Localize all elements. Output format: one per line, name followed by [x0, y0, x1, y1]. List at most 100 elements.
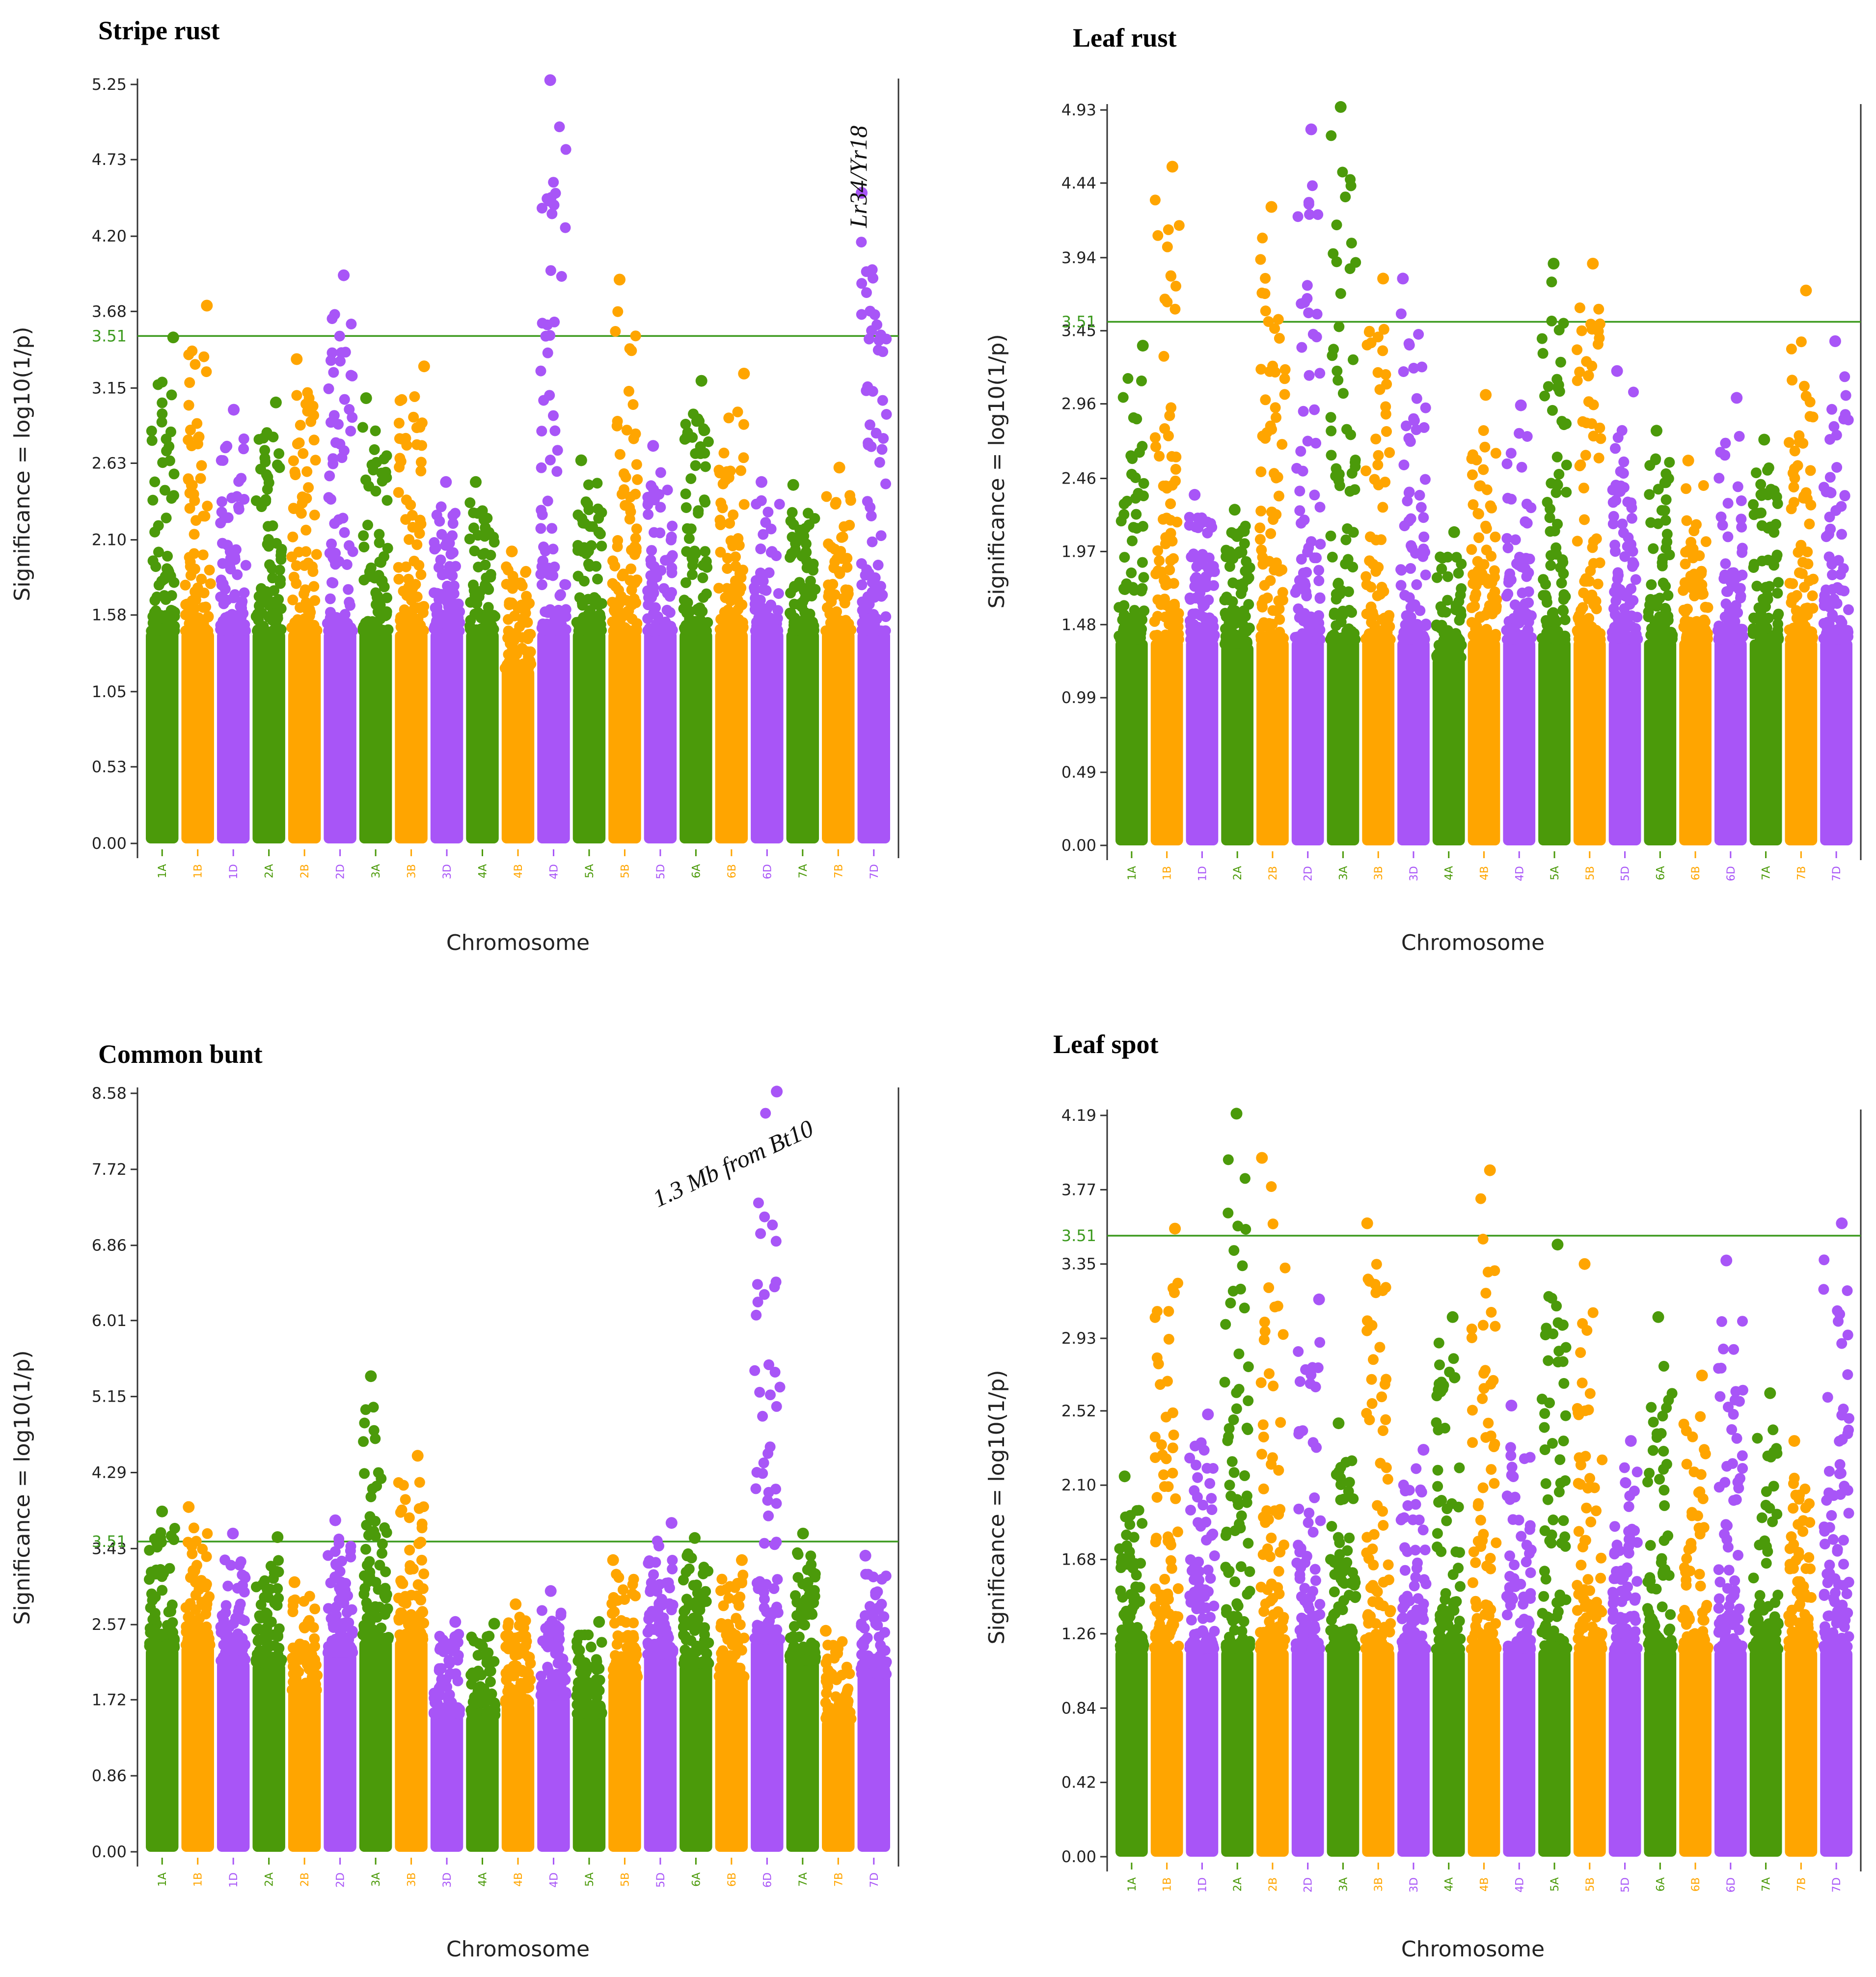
snp-point: [333, 514, 344, 525]
snp-point: [309, 510, 320, 521]
snp-point: [553, 1651, 565, 1662]
snp-point: [308, 434, 320, 446]
snp-point: [1826, 404, 1837, 415]
snp-point: [1577, 416, 1588, 427]
snp-point: [1578, 483, 1589, 494]
snp-point: [624, 343, 635, 354]
snp-point: [358, 574, 370, 586]
snp-density-block: [1186, 639, 1219, 845]
snp-point: [794, 577, 805, 588]
snp-point: [1501, 458, 1513, 469]
snp-peak-point: [201, 299, 213, 312]
snp-point: [1344, 263, 1356, 274]
y-tick-label: 2.46: [1061, 469, 1096, 488]
chromosome-label: 4B: [513, 864, 525, 878]
snp-point: [267, 563, 277, 574]
snp-point: [287, 1606, 299, 1618]
snp-point: [691, 416, 702, 427]
snp-point: [271, 625, 282, 637]
snp-peak-point: [488, 1618, 500, 1630]
snp-peak-point: [1480, 389, 1492, 401]
snp-point: [381, 495, 393, 506]
snp-point: [875, 329, 887, 341]
snp-point: [302, 387, 313, 398]
snp-point: [721, 583, 733, 594]
snp-point: [434, 1663, 445, 1674]
snp-point: [1163, 430, 1174, 441]
snp-point: [613, 596, 624, 607]
snp-point: [1274, 333, 1285, 344]
snp-point: [418, 1501, 429, 1513]
snp-point: [653, 611, 663, 623]
snp-point: [1823, 551, 1835, 563]
snp-point: [1470, 580, 1482, 591]
snp-point: [406, 1590, 417, 1601]
chromosome-label: 4A: [477, 864, 489, 878]
panel-leaf-rust: Leaf rust0.000.490.991.481.972.462.963.4…: [984, 23, 1862, 955]
chromosome-label: 6B: [726, 864, 738, 878]
snp-point: [1578, 587, 1589, 598]
snp-point: [1395, 564, 1407, 575]
snp-points: [1114, 101, 1854, 845]
snp-point: [792, 624, 804, 635]
snp-point: [1490, 531, 1501, 542]
snp-point: [1787, 592, 1798, 603]
snp-point: [1558, 419, 1570, 430]
snp-point: [343, 584, 354, 595]
snp-point: [877, 346, 889, 357]
snp-point: [1804, 411, 1816, 422]
snp-point: [1435, 601, 1446, 612]
snp-point: [330, 559, 341, 570]
snp-point: [1784, 578, 1795, 589]
snp-point: [164, 455, 175, 466]
snp-point: [263, 588, 273, 599]
snp-point: [339, 609, 351, 620]
snp-point: [192, 582, 203, 594]
snp-density-block: [608, 631, 641, 843]
snp-point: [1610, 546, 1621, 557]
snp-point: [1523, 586, 1534, 597]
snp-point: [702, 617, 713, 628]
snp-point: [1795, 336, 1807, 348]
snp-density-block: [537, 1695, 570, 1852]
chromosome-label: 7B: [1795, 866, 1808, 880]
snp-point: [1138, 478, 1149, 489]
y-tick-label: 8.58: [92, 1084, 127, 1103]
snp-point: [447, 518, 459, 529]
snp-point: [655, 467, 666, 478]
snp-point: [381, 606, 392, 617]
chromosome-label: 4A: [1443, 866, 1456, 880]
snp-density-block: [1785, 639, 1818, 845]
snp-peak-point: [1682, 455, 1694, 467]
snp-point: [1618, 456, 1630, 467]
snp-point: [448, 588, 460, 599]
snp-point: [1150, 568, 1162, 579]
snp-point: [685, 473, 697, 484]
snp-point: [1131, 509, 1142, 520]
snp-point: [339, 394, 350, 405]
snp-point: [188, 488, 199, 500]
snp-point: [376, 557, 386, 568]
snp-point: [289, 466, 300, 478]
snp-point: [414, 528, 425, 539]
snp-point: [1489, 571, 1500, 583]
snp-point: [1270, 402, 1281, 413]
snp-point: [1632, 633, 1643, 645]
snp-point: [1539, 390, 1550, 402]
snp-density-block: [430, 631, 463, 843]
chromosome-label: 4D: [548, 864, 560, 879]
snp-peak-point: [1548, 258, 1560, 270]
snp-point: [1254, 522, 1266, 534]
snp-point: [536, 426, 547, 437]
snp-point: [642, 613, 653, 624]
snp-point: [683, 624, 694, 636]
snp-point: [1471, 621, 1482, 632]
snp-point: [1257, 559, 1269, 570]
snp-point: [298, 1651, 309, 1662]
snp-point: [166, 1599, 178, 1610]
snp-point: [473, 1638, 485, 1649]
snp-point: [407, 582, 418, 594]
snp-point: [554, 121, 565, 133]
snp-point: [626, 613, 638, 624]
snp-point: [162, 550, 173, 562]
